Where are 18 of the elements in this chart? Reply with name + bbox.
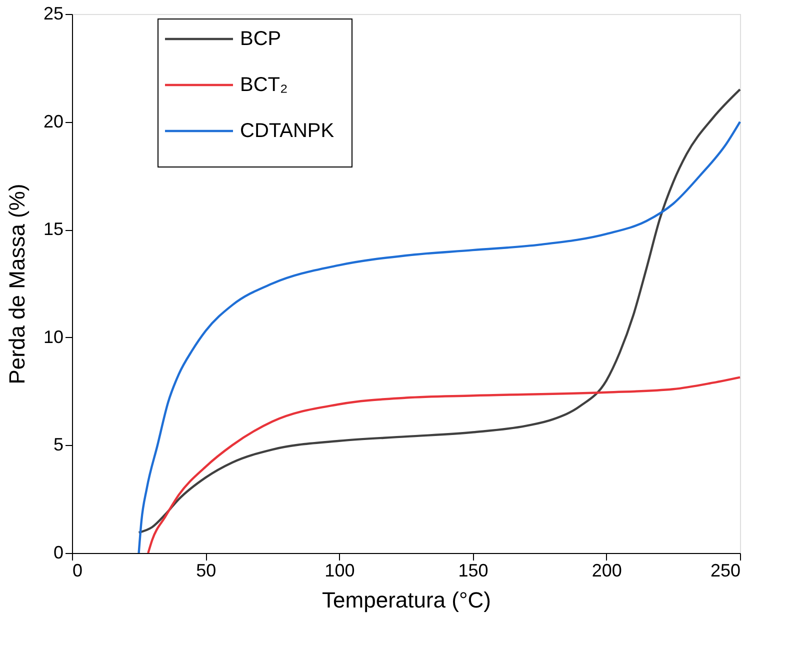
y-axis-title: Perda de Massa (%) bbox=[4, 184, 30, 384]
x-tick-label: 250 bbox=[710, 560, 740, 580]
y-tick-label: 25 bbox=[43, 4, 64, 24]
legend-label: CDTANPK bbox=[240, 120, 335, 142]
x-tick-label: 50 bbox=[196, 560, 216, 580]
x-tick-label: 150 bbox=[458, 560, 488, 580]
x-tick-label: 200 bbox=[592, 560, 622, 580]
legend-label: BCT₂ bbox=[240, 74, 288, 96]
y-tick-label: 20 bbox=[43, 111, 64, 132]
line-series bbox=[147, 376, 742, 554]
x-axis-title: Temperatura (°C) bbox=[322, 588, 491, 612]
y-tick-label: 10 bbox=[43, 326, 64, 347]
y-tick-label: 5 bbox=[53, 434, 64, 455]
x-tick-label: 100 bbox=[324, 560, 355, 580]
y-tick-label: 0 bbox=[53, 542, 64, 562]
y-tick-label: 15 bbox=[43, 219, 64, 240]
x-tick-label: 0 bbox=[72, 560, 83, 580]
legend-label: BCP bbox=[240, 28, 282, 50]
